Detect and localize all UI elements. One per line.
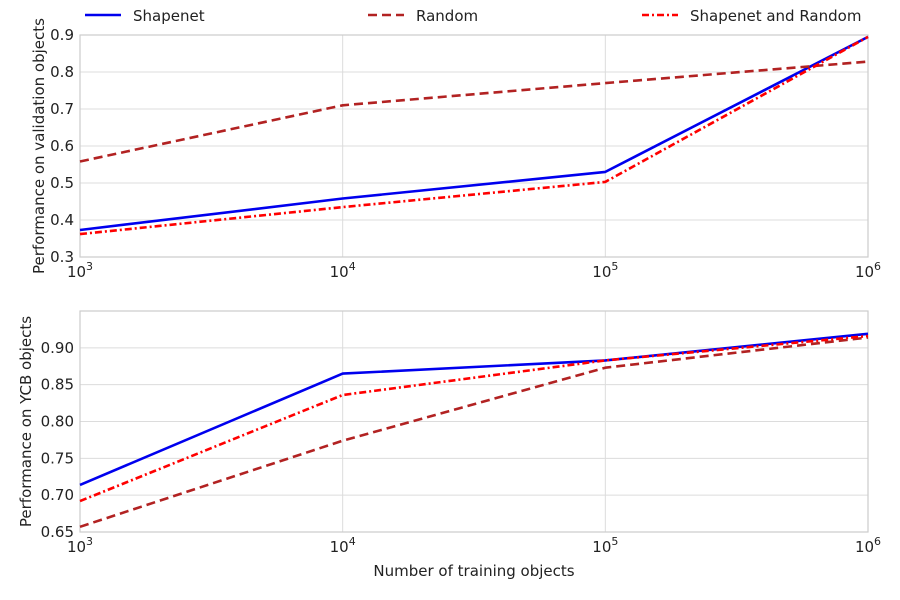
validation-x-tick-label: 105 <box>592 260 618 281</box>
legend-label-random: Random <box>416 7 478 25</box>
legend-label-shapenet: Shapenet <box>133 7 205 25</box>
legend-label-shapenet-and-random: Shapenet and Random <box>690 7 861 25</box>
ycb-series-shapenet <box>79 332 869 487</box>
ycb-y-tick-label: 0.90 <box>41 339 74 357</box>
validation-y-tick-label: 0.4 <box>50 211 74 229</box>
legend: Shapenet Random Shapenet and Random <box>85 7 861 25</box>
validation-y-tick-label: 0.3 <box>50 248 74 266</box>
validation-series-shapenet-and-random <box>79 35 869 236</box>
ycb-x-tick-label: 105 <box>592 535 618 556</box>
validation-performance-plot: 0.3 0.4 0.5 0.6 0.7 0.8 0.9 103 104 105 106 Perform… <box>30 18 881 281</box>
validation-y-tick-label: 0.6 <box>50 137 74 155</box>
ycb-performance-plot: 0.65 0.70 0.75 0.80 0.85 0.90 103 104 105 106 Perf… <box>17 310 881 580</box>
ycb-y-axis-label: Performance on YCB objects <box>17 316 35 527</box>
ycb-series-shapenet-and-random <box>79 334 869 503</box>
validation-plot-frame <box>79 34 869 258</box>
ycb-y-tick-label: 0.65 <box>41 523 74 541</box>
validation-x-tick-label: 103 <box>67 260 93 281</box>
validation-x-tick-label: 104 <box>330 260 356 281</box>
validation-y-axis-label: Performance on validation objects <box>30 18 48 274</box>
ycb-x-tick-label: 106 <box>855 535 881 556</box>
ycb-plot-frame <box>79 310 869 533</box>
ycb-y-tick-label: 0.85 <box>41 376 74 394</box>
ycb-series-random <box>79 336 869 529</box>
ycb-x-tick-label: 104 <box>330 535 356 556</box>
validation-series-random <box>79 60 869 163</box>
ycb-y-tick-label: 0.75 <box>41 449 74 467</box>
validation-y-tick-label: 0.9 <box>50 26 74 44</box>
ycb-x-tick-label: 103 <box>67 535 93 556</box>
validation-y-tick-label: 0.7 <box>50 100 74 118</box>
validation-y-tick-label: 0.5 <box>50 174 74 192</box>
ycb-y-tick-label: 0.70 <box>41 486 74 504</box>
ycb-y-tick-label: 0.80 <box>41 413 74 431</box>
x-axis-label: Number of training objects <box>373 562 574 580</box>
validation-y-tick-label: 0.8 <box>50 63 74 81</box>
validation-x-tick-label: 106 <box>855 260 881 281</box>
validation-series-shapenet <box>79 35 869 232</box>
